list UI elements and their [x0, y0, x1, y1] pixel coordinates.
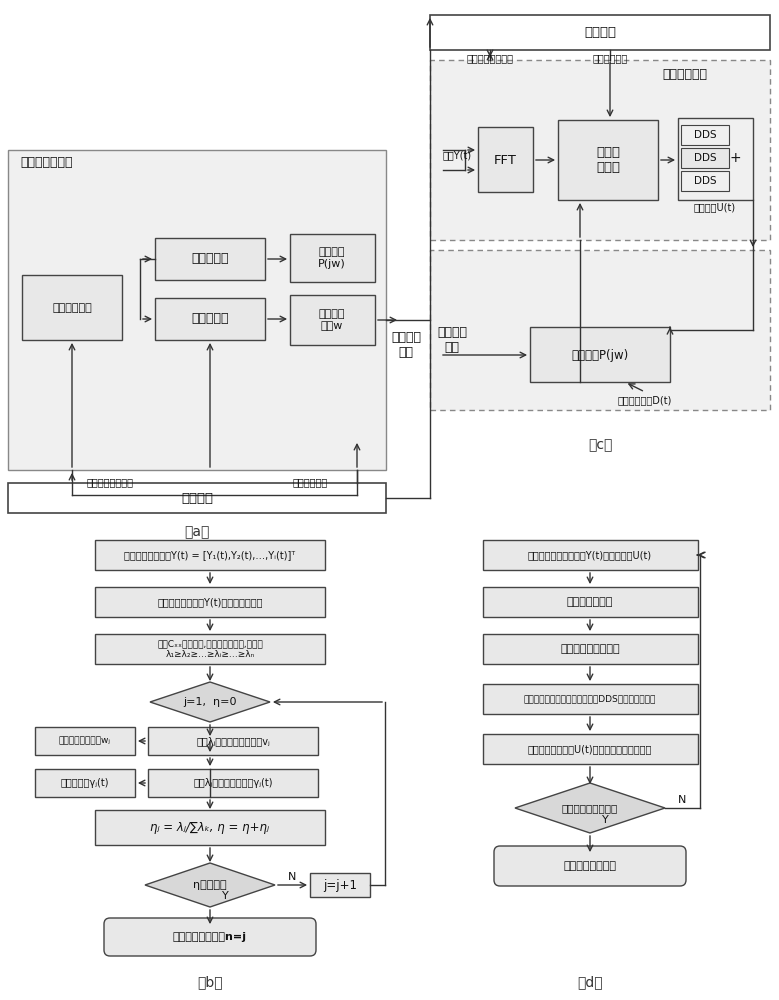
FancyBboxPatch shape	[95, 540, 325, 570]
Text: 对应主成分γⱼ(t): 对应主成分γⱼ(t)	[61, 778, 109, 788]
Text: 控制参数发送: 控制参数发送	[292, 477, 328, 487]
Text: 计算响应输出信号Y(t)的自协方差矩阵: 计算响应输出信号Y(t)的自协方差矩阵	[157, 597, 263, 607]
FancyBboxPatch shape	[35, 727, 135, 755]
Text: 整体结构响应信号Y(t) = [Y₁(t),Y₂(t),…,Yᵢ(t)]ᵀ: 整体结构响应信号Y(t) = [Y₁(t),Y₂(t),…,Yᵢ(t)]ᵀ	[125, 550, 295, 560]
Text: 三阶主要
频率w: 三阶主要 频率w	[319, 309, 345, 331]
Text: N: N	[678, 795, 686, 805]
FancyBboxPatch shape	[494, 846, 686, 886]
Text: 显示及控制单元: 显示及控制单元	[20, 155, 72, 168]
FancyBboxPatch shape	[678, 118, 753, 200]
FancyBboxPatch shape	[155, 238, 265, 280]
Text: 快速傅立叶变换: 快速傅立叶变换	[567, 597, 613, 607]
Text: 通信总线: 通信总线	[181, 491, 213, 504]
FancyBboxPatch shape	[8, 150, 386, 470]
FancyBboxPatch shape	[95, 810, 325, 845]
Text: DDS: DDS	[693, 153, 717, 163]
Text: j=j+1: j=j+1	[323, 879, 357, 892]
FancyBboxPatch shape	[483, 734, 698, 764]
Text: 主动减振控制结束: 主动减振控制结束	[563, 861, 616, 871]
FancyBboxPatch shape	[430, 15, 770, 50]
Text: 响应Y(t): 响应Y(t)	[443, 150, 472, 160]
Text: DDS: DDS	[693, 176, 717, 186]
FancyBboxPatch shape	[95, 634, 325, 664]
Text: 控制参数接收: 控制参数接收	[592, 53, 628, 63]
FancyBboxPatch shape	[290, 295, 375, 345]
Polygon shape	[145, 863, 275, 907]
Text: （a）: （a）	[185, 525, 210, 539]
Text: 传递特性
P(jw): 传递特性 P(jw)	[318, 247, 346, 269]
FancyBboxPatch shape	[430, 250, 770, 410]
Text: 主成份分析: 主成份分析	[192, 312, 229, 326]
Text: （b）: （b）	[197, 975, 223, 989]
FancyBboxPatch shape	[35, 769, 135, 797]
FancyBboxPatch shape	[290, 234, 375, 282]
FancyBboxPatch shape	[310, 873, 370, 897]
Text: 测量控制点的振动响应Y(t)和控制信号U(t): 测量控制点的振动响应Y(t)和控制信号U(t)	[528, 550, 652, 560]
FancyBboxPatch shape	[478, 127, 533, 192]
FancyBboxPatch shape	[681, 148, 729, 168]
FancyBboxPatch shape	[104, 918, 316, 956]
FancyBboxPatch shape	[558, 120, 658, 200]
FancyBboxPatch shape	[430, 60, 770, 240]
Text: 结构特性P(jw): 结构特性P(jw)	[571, 349, 629, 361]
Text: （d）: （d）	[577, 975, 603, 989]
Text: Y: Y	[602, 815, 608, 825]
Polygon shape	[515, 783, 665, 833]
Polygon shape	[150, 682, 270, 722]
Text: η达到要求: η达到要求	[193, 880, 227, 890]
FancyBboxPatch shape	[530, 327, 670, 382]
Text: 计算λⱼ所对应的滑变量γⱼ(t): 计算λⱼ所对应的滑变量γⱼ(t)	[193, 778, 273, 788]
Text: 反馈谐
频抑制: 反馈谐 频抑制	[596, 146, 620, 174]
FancyBboxPatch shape	[483, 587, 698, 617]
Text: 新的驱动信号的幅值相位传递给DDS和增益控制电路: 新的驱动信号的幅值相位传递给DDS和增益控制电路	[523, 694, 656, 704]
Text: N: N	[287, 872, 296, 882]
Text: 有限元分析: 有限元分析	[192, 252, 229, 265]
Text: 计算λⱼ所对应的特征向量vⱼ: 计算λⱼ所对应的特征向量vⱼ	[196, 736, 270, 746]
FancyBboxPatch shape	[483, 684, 698, 714]
FancyBboxPatch shape	[148, 727, 318, 755]
FancyBboxPatch shape	[681, 171, 729, 191]
Text: 是否达到减振要求？: 是否达到减振要求？	[562, 803, 618, 813]
FancyBboxPatch shape	[483, 540, 698, 570]
FancyBboxPatch shape	[155, 298, 265, 340]
Text: ηⱼ = λⱼ/∑λₖ, η = η+ηⱼ: ηⱼ = λⱼ/∑λₖ, η = η+ηⱼ	[150, 822, 270, 834]
FancyBboxPatch shape	[22, 275, 122, 340]
Text: （c）: （c）	[588, 438, 612, 452]
FancyBboxPatch shape	[681, 125, 729, 145]
Text: 控制信号U(t): 控制信号U(t)	[694, 202, 736, 212]
Text: 振动响应数据上传: 振动响应数据上传	[467, 53, 513, 63]
Text: 振动抑制
对象: 振动抑制 对象	[437, 326, 467, 354]
Text: 计算Cₓₓ的特征值,并按大到小排序,使得：
λ₁≥λ₂≥…≥λᵢ≥…≥λₙ: 计算Cₓₓ的特征值,并按大到小排序,使得： λ₁≥λ₂≥…≥λᵢ≥…≥λₙ	[157, 639, 263, 659]
Text: 外部周期激励D(t): 外部周期激励D(t)	[618, 395, 672, 405]
FancyBboxPatch shape	[8, 483, 386, 513]
Text: 主成份分析结束，n=j: 主成份分析结束，n=j	[173, 932, 247, 942]
Text: 节点抑制单元: 节点抑制单元	[662, 68, 707, 82]
Text: 振动抑制
对象: 振动抑制 对象	[391, 331, 421, 359]
Text: FFT: FFT	[494, 153, 516, 166]
Text: Y: Y	[222, 891, 229, 901]
Text: 发出新的控制信号U(t)给激振器进行振动抑制: 发出新的控制信号U(t)给激振器进行振动抑制	[528, 744, 652, 754]
Text: 对应线性变换矩阵wⱼ: 对应线性变换矩阵wⱼ	[59, 736, 111, 746]
Text: j=1,  η=0: j=1, η=0	[183, 697, 237, 707]
FancyBboxPatch shape	[148, 769, 318, 797]
Text: DDS: DDS	[693, 130, 717, 140]
Text: 通信总线: 通信总线	[584, 26, 616, 39]
Text: 识别振动幅值和相位: 识别振动幅值和相位	[560, 644, 620, 654]
Text: +: +	[729, 151, 741, 165]
Text: 振动响应数据上传: 振动响应数据上传	[86, 477, 133, 487]
FancyBboxPatch shape	[483, 634, 698, 664]
FancyBboxPatch shape	[95, 587, 325, 617]
Text: 结构振动显示: 结构振动显示	[52, 303, 92, 313]
